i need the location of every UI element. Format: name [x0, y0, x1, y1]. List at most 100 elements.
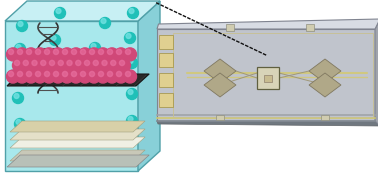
Bar — [159, 73, 173, 87]
Circle shape — [24, 69, 29, 73]
Bar — [306, 24, 314, 31]
Circle shape — [17, 49, 23, 54]
Circle shape — [23, 68, 34, 79]
Circle shape — [34, 70, 46, 83]
Circle shape — [16, 45, 21, 49]
Circle shape — [96, 70, 110, 83]
Circle shape — [51, 35, 56, 41]
Circle shape — [87, 70, 101, 83]
Circle shape — [98, 71, 104, 77]
Polygon shape — [157, 121, 378, 126]
Circle shape — [124, 70, 136, 83]
Polygon shape — [5, 1, 160, 21]
Circle shape — [25, 70, 37, 83]
Polygon shape — [204, 59, 236, 83]
Polygon shape — [138, 1, 160, 171]
Circle shape — [42, 70, 56, 83]
Circle shape — [116, 71, 122, 77]
Circle shape — [68, 62, 73, 66]
Circle shape — [14, 60, 20, 66]
Circle shape — [26, 71, 32, 77]
Circle shape — [53, 49, 59, 54]
Circle shape — [93, 60, 98, 66]
Bar — [159, 35, 173, 49]
Circle shape — [54, 7, 65, 18]
Circle shape — [127, 115, 138, 127]
Circle shape — [65, 59, 78, 72]
Circle shape — [39, 59, 52, 72]
Circle shape — [48, 59, 60, 72]
Bar — [173, 33, 373, 117]
Circle shape — [104, 69, 109, 73]
Circle shape — [91, 43, 96, 49]
Circle shape — [70, 48, 82, 61]
Polygon shape — [375, 19, 378, 126]
Polygon shape — [7, 155, 149, 167]
Circle shape — [8, 49, 14, 54]
Circle shape — [109, 59, 122, 72]
Circle shape — [23, 60, 28, 66]
Circle shape — [125, 49, 131, 54]
Circle shape — [105, 48, 118, 61]
Polygon shape — [10, 129, 145, 140]
Polygon shape — [10, 137, 145, 148]
Circle shape — [124, 33, 135, 43]
Circle shape — [71, 49, 77, 54]
Circle shape — [36, 71, 40, 77]
Bar — [264, 75, 272, 82]
Circle shape — [111, 60, 116, 66]
Circle shape — [26, 49, 32, 54]
Circle shape — [115, 70, 127, 83]
Circle shape — [105, 70, 118, 83]
Circle shape — [98, 49, 104, 54]
Polygon shape — [309, 59, 341, 83]
Circle shape — [119, 60, 125, 66]
Polygon shape — [204, 73, 236, 97]
Circle shape — [15, 48, 28, 61]
Circle shape — [102, 60, 107, 66]
Circle shape — [67, 60, 77, 71]
Circle shape — [96, 48, 110, 61]
Circle shape — [124, 48, 136, 61]
Circle shape — [12, 92, 23, 104]
Circle shape — [128, 58, 133, 64]
Circle shape — [53, 71, 59, 77]
Circle shape — [30, 59, 43, 72]
Circle shape — [62, 71, 68, 77]
Circle shape — [12, 59, 25, 72]
Circle shape — [60, 70, 73, 83]
Circle shape — [102, 68, 113, 79]
Circle shape — [99, 18, 110, 28]
Circle shape — [14, 119, 25, 129]
Circle shape — [84, 60, 90, 66]
Circle shape — [58, 60, 64, 66]
Circle shape — [32, 60, 37, 66]
Circle shape — [128, 117, 133, 121]
Circle shape — [15, 70, 28, 83]
Circle shape — [50, 35, 60, 45]
Circle shape — [87, 48, 101, 61]
Circle shape — [127, 58, 138, 68]
Circle shape — [56, 59, 69, 72]
Circle shape — [116, 49, 122, 54]
Circle shape — [50, 60, 54, 66]
Circle shape — [6, 70, 20, 83]
Circle shape — [18, 22, 23, 26]
Polygon shape — [7, 74, 149, 86]
Circle shape — [71, 71, 77, 77]
Circle shape — [90, 49, 94, 54]
Circle shape — [118, 59, 130, 72]
Circle shape — [126, 33, 131, 39]
Circle shape — [14, 43, 25, 54]
Circle shape — [14, 94, 19, 98]
Polygon shape — [10, 150, 145, 161]
Circle shape — [115, 48, 127, 61]
Circle shape — [81, 49, 85, 54]
Bar — [257, 67, 279, 89]
Circle shape — [36, 49, 40, 54]
Circle shape — [62, 49, 68, 54]
Circle shape — [51, 48, 65, 61]
Circle shape — [41, 60, 46, 66]
Circle shape — [90, 43, 101, 54]
Circle shape — [17, 71, 23, 77]
